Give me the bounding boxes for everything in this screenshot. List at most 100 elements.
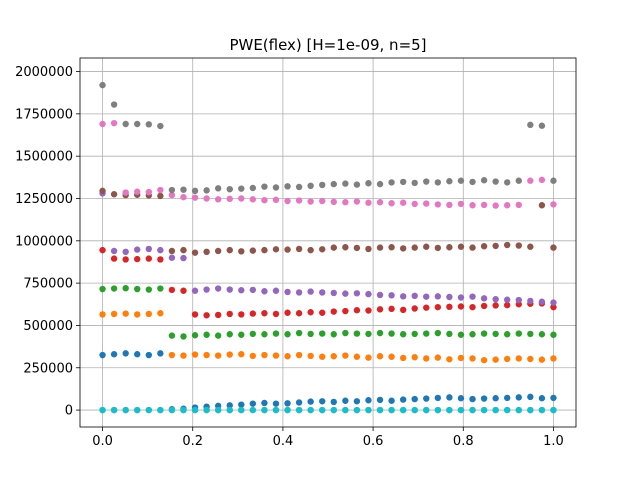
data-point-s9 [249,406,257,414]
y-tick-label: 1000000 [15,234,73,249]
data-point-s5 [480,243,488,250]
data-point-s0 [226,402,233,409]
data-point-s1 [330,353,337,360]
data-point-s9 [330,406,337,414]
data-point-s0 [365,397,372,404]
data-point-s4 [376,291,384,299]
data-point-s1 [342,352,349,359]
data-point-s6 [122,189,129,196]
data-point-s7 [423,178,430,185]
data-point-s6 [191,194,199,201]
data-point-s0 [110,351,118,358]
data-point-s2 [376,329,384,337]
data-point-s2 [307,330,314,338]
data-point-s3 [376,306,384,313]
data-point-s6 [503,202,511,209]
data-point-s7 [538,122,546,129]
data-point-s3 [307,309,314,316]
data-point-s5 [550,244,557,251]
data-point-s9 [434,406,442,414]
data-point-s9 [492,406,499,414]
data-point-s0 [434,394,442,402]
data-point-s7 [226,185,233,193]
data-point-s5 [411,244,418,251]
data-point-s6 [469,202,476,209]
data-point-s0 [249,400,257,407]
data-point-s7 [388,179,395,186]
data-point-s5 [376,244,384,251]
data-point-s0 [538,395,546,402]
data-point-s1 [538,356,546,363]
data-point-s4 [295,289,303,296]
data-point-s7 [145,121,153,128]
x-tick-label: 0.4 [273,434,294,449]
y-tick-label: 1750000 [15,107,73,122]
data-point-s5 [110,191,118,198]
data-point-s7 [134,120,141,128]
data-point-s1 [284,353,291,360]
data-point-s1 [226,351,233,358]
data-point-s0 [284,400,291,407]
data-point-s4 [423,293,430,300]
data-point-s5 [527,243,534,250]
data-point-s5 [180,246,187,254]
data-point-s2 [145,286,153,293]
data-point-s4 [284,288,291,296]
data-point-s0 [446,394,453,401]
data-point-s6 [457,200,465,208]
data-point-s3 [330,308,337,315]
data-point-s2 [319,330,326,337]
data-point-s9 [134,406,141,414]
data-point-s0 [122,350,129,357]
data-point-s1 [353,353,361,360]
data-point-s4 [249,286,257,294]
data-point-s1 [515,355,522,362]
data-point-s9 [353,406,361,414]
data-point-s7 [214,185,222,192]
data-point-s3 [492,302,499,309]
data-point-s4 [191,287,199,294]
data-point-s9 [480,406,488,414]
data-point-s7 [365,180,372,187]
data-point-s2 [122,285,129,292]
data-point-s6 [376,199,384,206]
data-point-s0 [353,398,361,405]
data-point-s4 [319,289,326,296]
data-point-s4 [365,290,372,298]
data-point-s1 [307,352,314,360]
data-point-s9 [365,406,372,414]
data-point-s5 [342,244,349,251]
data-point-s4 [469,293,476,300]
data-point-s2 [249,330,257,338]
data-point-s2 [180,333,187,340]
data-point-s9 [226,406,233,414]
data-point-s2 [191,332,199,339]
data-point-s1 [99,311,106,318]
data-point-s4 [353,290,361,297]
data-point-s9 [527,406,534,414]
data-point-s6 [145,188,153,196]
data-point-s0 [319,398,326,405]
x-tick-label: 0.6 [363,434,384,449]
data-point-s9 [110,406,118,414]
data-point-s5 [399,245,407,252]
data-point-s9 [399,406,407,414]
data-point-s1 [550,355,557,362]
data-point-s7 [122,120,129,128]
data-point-s4 [110,247,118,255]
data-point-s6 [480,201,488,209]
data-point-s4 [411,292,418,300]
data-point-s6 [434,201,442,208]
data-point-s6 [214,196,222,203]
data-point-s2 [423,330,430,337]
data-point-s7 [480,177,488,184]
data-point-s0 [550,394,557,402]
data-point-s3 [226,310,233,318]
data-point-s5 [503,241,511,249]
data-point-s3 [480,302,488,310]
data-point-s9 [99,406,106,414]
data-point-s7 [203,187,210,194]
data-point-s4 [157,246,164,254]
data-point-s3 [457,303,465,310]
data-point-s2 [446,330,453,338]
